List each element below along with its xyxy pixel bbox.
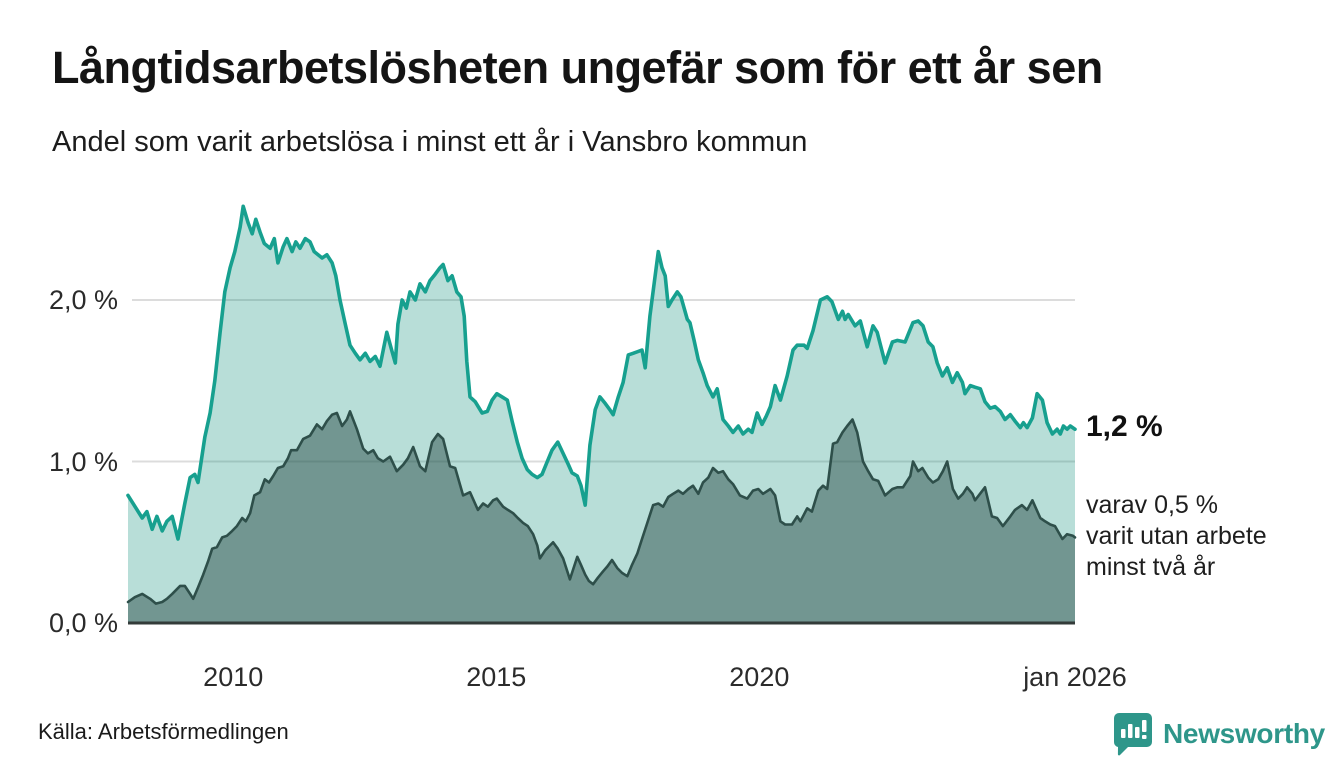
two-year-annotation-line3: minst två år — [1086, 553, 1216, 582]
two-year-annotation-line2: varit utan arbete — [1086, 522, 1267, 551]
page-title: Långtidsarbetslösheten ungefär som för e… — [52, 42, 1103, 93]
newsworthy-logo: Newsworthy — [1112, 711, 1325, 757]
y-tick-label: 2,0 % — [48, 285, 118, 315]
x-tick-label: 2010 — [203, 662, 264, 692]
two-year-line — [126, 410, 1077, 605]
x-tick-label: 2020 — [729, 662, 790, 692]
x-tick-label: 2015 — [466, 662, 527, 692]
two-year-annotation: varav 0,5 % varit utan arbete minst två … — [1086, 490, 1267, 583]
y-tick-label: 1,0 % — [48, 446, 118, 477]
newsworthy-logo-text: Newsworthy — [1163, 718, 1325, 749]
chart-subtitle: Andel som varit arbetslösa i minst ett å… — [52, 126, 808, 158]
one-year-line — [126, 204, 1077, 541]
area-chart — [126, 204, 1077, 625]
two-year-annotation-line1: varav 0,5 % — [1086, 491, 1219, 520]
bar-chart-speech-bubble-icon — [1113, 713, 1152, 756]
two-year-area — [128, 411, 1075, 623]
source-caption: Källa: Arbetsförmedlingen — [38, 719, 289, 744]
y-tick-label: 0,0 % — [48, 608, 118, 638]
latest-value-annotation: 1,2 % — [1086, 410, 1163, 444]
x-tick-label: jan 2026 — [1023, 662, 1127, 692]
